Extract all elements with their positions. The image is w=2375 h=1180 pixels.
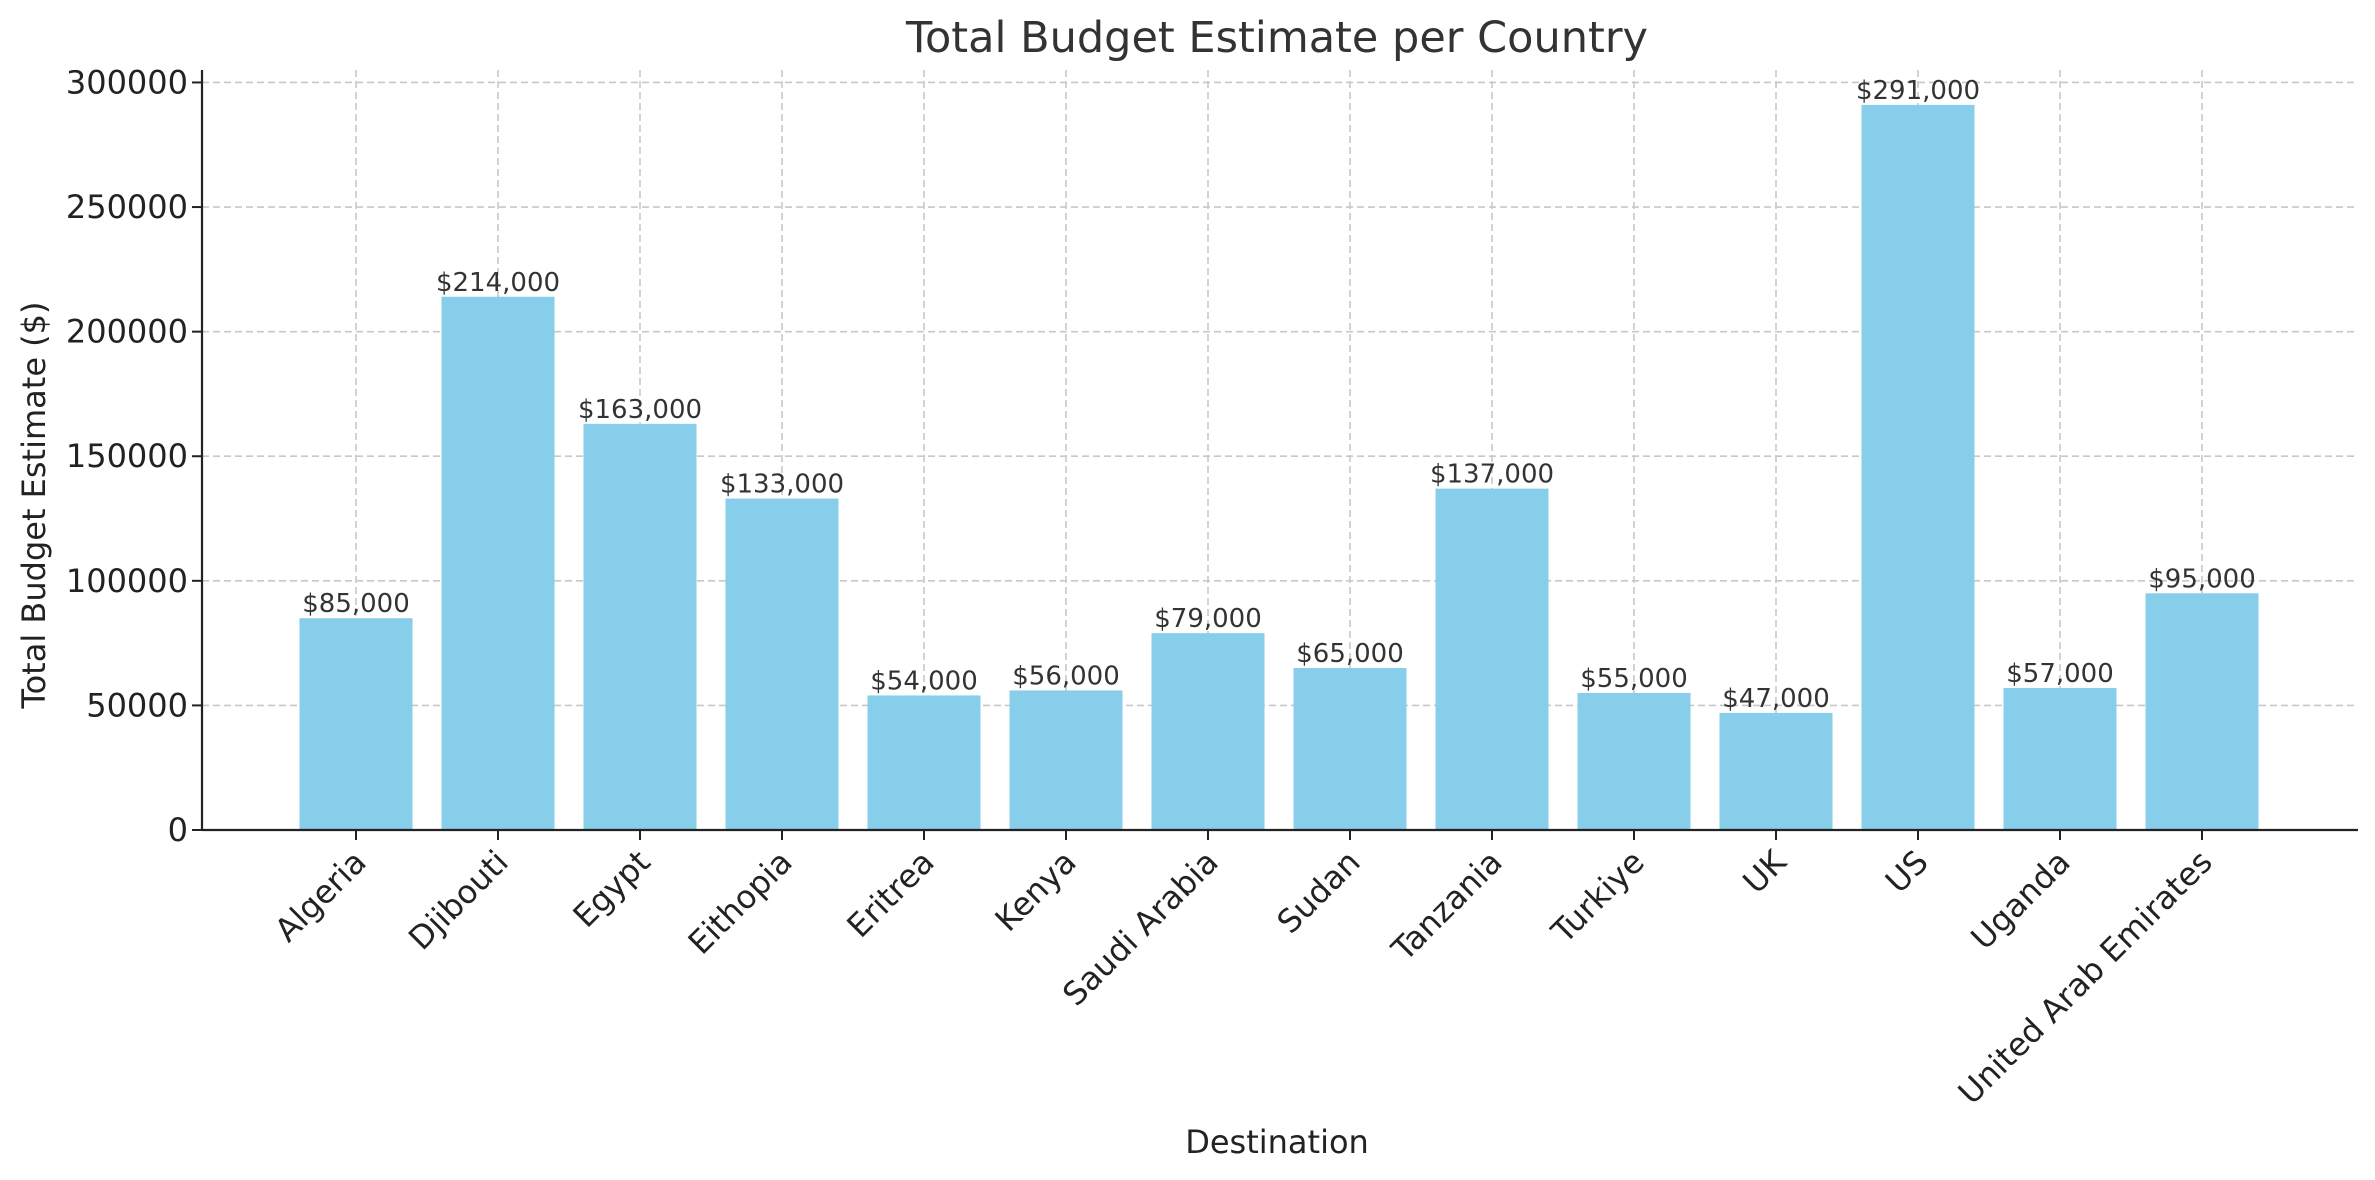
bar [1151,633,1265,830]
x-tick-label: Eithopia [681,843,800,962]
bar-data-label: $65,000 [1296,639,1404,669]
bar-data-label: $133,000 [720,470,844,500]
bar [2145,593,2259,830]
bar [1577,692,1691,830]
x-tick-label: US [1878,843,1936,901]
x-tick-label: Eritrea [839,843,941,945]
bar-data-label: $57,000 [2006,659,2114,689]
chart-title: Total Budget Estimate per Country [905,13,1648,63]
bar [867,695,981,830]
bar [1719,712,1833,830]
bars [299,104,2259,830]
bar-data-label: $79,000 [1154,604,1262,634]
x-tick-label: Algeria [267,843,373,949]
x-tick-label: Turkiye [1543,843,1651,951]
bar [1861,104,1975,830]
x-tick-label: UK [1735,842,1794,901]
x-tick-label: Uganda [1963,843,2077,957]
y-tick-label: 0 [168,811,188,849]
bar-data-label: $291,000 [1856,76,1980,106]
x-axis-label: Destination [1185,1123,1369,1161]
bar-data-label: $163,000 [578,395,702,425]
x-tick-label: Egypt [566,843,658,935]
bar [299,618,413,830]
bar [1293,668,1407,830]
data-labels: $85,000 $214,000 $163,000 $133,000 $54,000 $5… [302,76,2256,714]
bar [725,498,839,830]
y-tick-label: 50000 [86,686,188,724]
bar-data-label: $214,000 [436,268,560,298]
y-tick-label: 250000 [66,188,188,226]
bar-data-label: $56,000 [1012,661,1120,691]
bar-data-label: $55,000 [1580,664,1688,694]
bar [441,296,555,830]
bar-data-label: $95,000 [2148,564,2256,594]
x-tick-label: Djibouti [401,843,516,958]
bar-data-label: $137,000 [1430,460,1554,490]
x-tick-label: Sudan [1270,843,1368,941]
bar [583,423,697,830]
y-axis-label: Total Budget Estimate ($) [15,301,53,709]
bar [2003,687,2117,830]
x-ticks: Algeria Djibouti Egypt Eithopia Eritrea Kenya… [267,830,2220,1112]
bar-data-label: $54,000 [870,666,978,696]
x-tick-label: United Arab Emirates [1951,843,2220,1112]
x-tick-label: Kenya [988,843,1084,939]
x-tick-label: Tanzania [1384,843,1510,969]
y-tick-label: 100000 [66,562,188,600]
bar-data-label: $85,000 [302,589,410,619]
bar [1435,488,1549,830]
bar [1009,690,1123,830]
bar-data-label: $47,000 [1722,684,1830,714]
y-tick-label: 200000 [66,313,188,351]
y-tick-label: 150000 [66,437,188,475]
y-ticks: 0 50000 100000 150000 200000 250000 300000 [66,63,202,849]
axes [200,70,2358,832]
y-tick-label: 300000 [66,63,188,101]
